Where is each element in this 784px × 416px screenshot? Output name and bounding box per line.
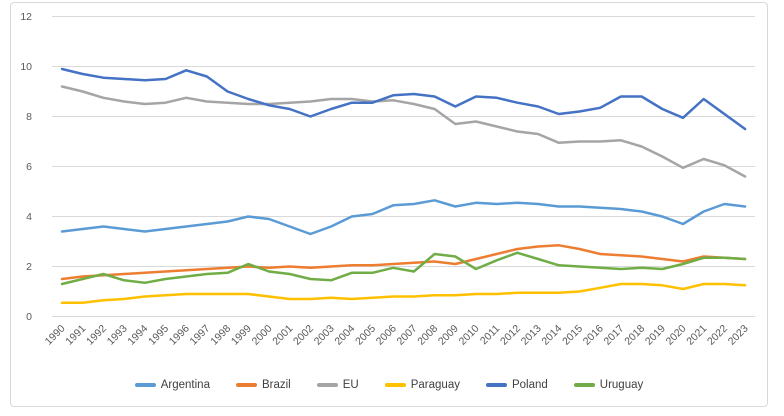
x-tick-label-2003: 2003 xyxy=(312,323,337,348)
series-line-uruguay xyxy=(60,251,747,286)
x-tick-label-2004: 2004 xyxy=(332,323,357,348)
legend-label-poland: Poland xyxy=(511,379,548,391)
x-tick-label-1995: 1995 xyxy=(146,323,171,348)
series-line-paraguay xyxy=(60,282,747,305)
x-tick-label-2000: 2000 xyxy=(250,323,275,348)
x-tick-label-2020: 2020 xyxy=(664,323,689,348)
x-tick-label-2021: 2021 xyxy=(684,323,709,348)
legend-label-uruguay: Uruguay xyxy=(599,379,644,391)
x-tick-label-2023: 2023 xyxy=(726,323,751,348)
x-tick-label-2005: 2005 xyxy=(353,323,378,348)
y-tick-label-4: 4 xyxy=(26,211,32,223)
x-tick-label-1996: 1996 xyxy=(167,323,192,348)
x-tick-label-2017: 2017 xyxy=(602,323,627,348)
series-line-argentina xyxy=(60,199,747,236)
legend-swatch-paraguay xyxy=(384,383,406,387)
y-tick-label-10: 10 xyxy=(20,61,32,73)
x-tick-label-2007: 2007 xyxy=(395,323,420,348)
legend-label-argentina: Argentina xyxy=(160,379,210,391)
x-tick-label-2006: 2006 xyxy=(374,323,399,348)
legend-item-argentina: Argentina xyxy=(134,379,210,391)
x-tick-label-2012: 2012 xyxy=(498,323,523,348)
x-tick-label-2009: 2009 xyxy=(436,323,461,348)
x-tick-label-2015: 2015 xyxy=(560,323,585,348)
x-tick-label-2013: 2013 xyxy=(519,323,544,348)
legend-swatch-poland xyxy=(485,383,507,387)
legend-item-brazil: Brazil xyxy=(235,379,291,391)
x-tick-label-1997: 1997 xyxy=(188,323,213,348)
y-tick-label-8: 8 xyxy=(26,111,32,123)
x-tick-label-2011: 2011 xyxy=(478,323,503,348)
legend-swatch-uruguay xyxy=(573,383,595,387)
x-tick-label-2018: 2018 xyxy=(622,323,647,348)
x-tick-label-2016: 2016 xyxy=(581,323,606,348)
chart-frame[interactable] xyxy=(10,2,768,407)
series-line-poland xyxy=(60,67,747,131)
y-tick-label-12: 12 xyxy=(20,11,32,23)
legend-swatch-brazil xyxy=(235,383,257,387)
legend-swatch-eu xyxy=(316,383,338,387)
legend-item-uruguay: Uruguay xyxy=(573,379,644,391)
legend-label-paraguay: Paraguay xyxy=(410,379,460,391)
legend-item-poland: Poland xyxy=(485,379,548,391)
y-tick-label-6: 6 xyxy=(26,161,32,173)
legend-item-paraguay: Paraguay xyxy=(384,379,460,391)
x-tick-label-2008: 2008 xyxy=(415,323,440,348)
x-tick-label-1993: 1993 xyxy=(105,323,130,348)
x-tick-label-1998: 1998 xyxy=(208,323,233,348)
x-tick-label-1994: 1994 xyxy=(125,323,150,348)
legend-item-eu: EU xyxy=(316,379,359,391)
series-line-brazil xyxy=(60,244,747,281)
x-tick-label-1992: 1992 xyxy=(84,323,109,348)
x-tick-label-2019: 2019 xyxy=(643,323,668,348)
legend-label-eu: EU xyxy=(342,379,359,391)
y-tick-label-2: 2 xyxy=(26,261,32,273)
x-tick-label-2010: 2010 xyxy=(457,323,482,348)
x-tick-label-2022: 2022 xyxy=(705,323,730,348)
y-tick-label-0: 0 xyxy=(26,311,32,323)
x-tick-label-1990: 1990 xyxy=(43,323,68,348)
series-line-eu xyxy=(60,85,747,178)
legend-label-brazil: Brazil xyxy=(261,379,291,391)
chart-legend: Argentina Brazil EU Paraguay Poland Uruguay xyxy=(10,379,768,391)
legend-swatch-argentina xyxy=(134,383,156,387)
x-tick-label-2002: 2002 xyxy=(291,323,316,348)
x-tick-label-2014: 2014 xyxy=(539,323,564,348)
x-tick-label-1999: 1999 xyxy=(229,323,254,348)
x-tick-label-2001: 2001 xyxy=(270,323,295,348)
x-tick-label-1991: 1991 xyxy=(63,323,88,348)
